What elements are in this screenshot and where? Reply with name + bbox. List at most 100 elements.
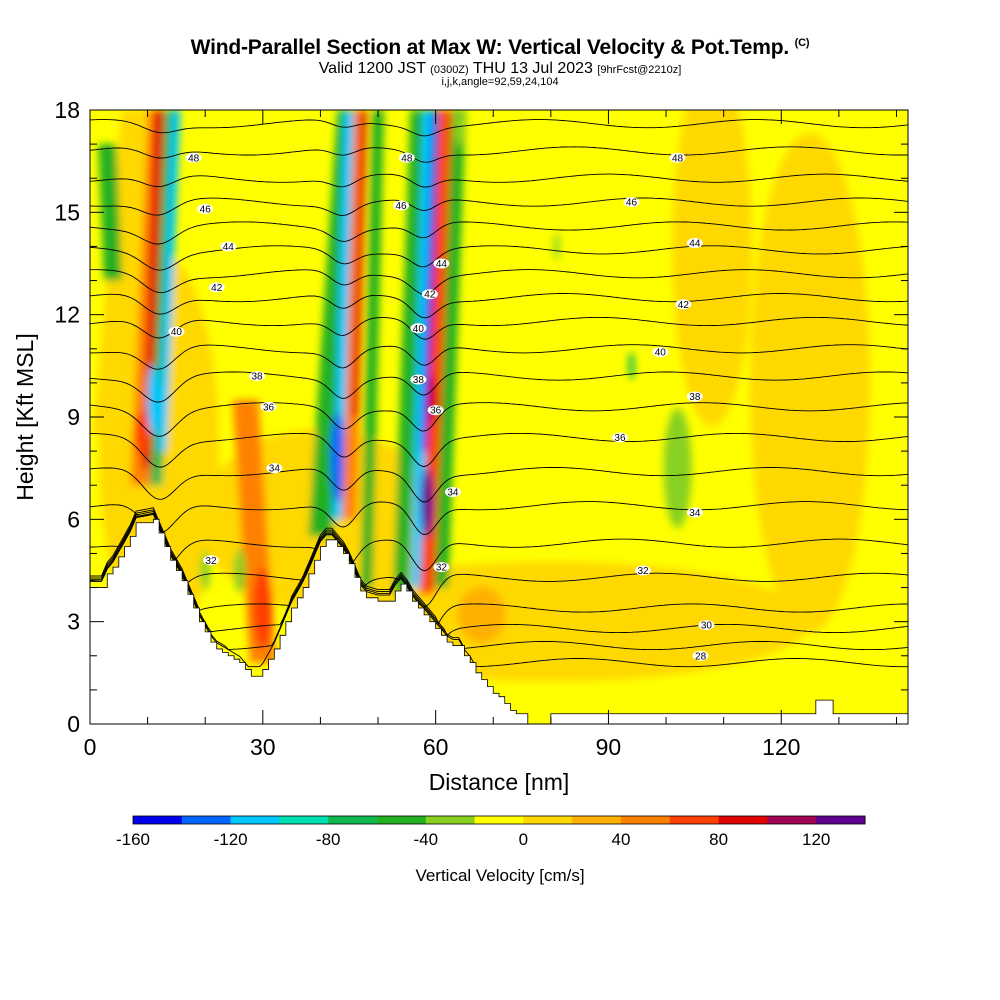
theta-contour [90, 344, 908, 370]
contour-label: 48 [672, 153, 684, 164]
contour-label-bg [185, 152, 202, 163]
theta-contours [90, 119, 908, 668]
theta-contour [90, 513, 908, 572]
blob-east-green [663, 408, 692, 529]
theta-contour [90, 221, 908, 245]
contour-label: 30 [701, 621, 713, 632]
colorbar-swatch [377, 816, 427, 824]
colorbar-tick-label: 40 [612, 830, 631, 849]
colorbar-tick-label: -120 [214, 830, 248, 849]
theta-contour [90, 269, 908, 295]
band-e-green [393, 110, 427, 595]
x-tick-label: 30 [250, 734, 276, 760]
theta-contour [90, 146, 908, 163]
contour-label: 44 [223, 242, 235, 253]
colorbar-swatch [328, 816, 378, 824]
y-tick-label: 6 [67, 506, 80, 532]
theta-contour [90, 432, 908, 468]
x-tick-label: 0 [84, 734, 97, 760]
contour-label: 34 [447, 488, 459, 499]
valid-date: THU 13 Jul 2023 [472, 60, 593, 77]
valid-zone: (0300Z) [430, 64, 469, 76]
y-tick-label: 0 [67, 711, 80, 737]
x-tick-label: 120 [762, 734, 800, 760]
contour-label: 40 [171, 327, 183, 338]
x-tick-label: 90 [596, 734, 622, 760]
blob-81-green [553, 232, 560, 261]
contour-label: 40 [413, 324, 425, 335]
contour-label: 38 [251, 372, 263, 383]
contour-label-bg [168, 326, 185, 337]
colorbar-tick-label: -40 [414, 830, 439, 849]
contour-label: 46 [396, 201, 408, 212]
y-tick-label: 3 [67, 609, 80, 635]
contour-label: 36 [263, 402, 275, 413]
theta-contour [90, 119, 908, 137]
colorbar-swatch [133, 816, 183, 824]
colorbar-swatch [572, 816, 622, 824]
band-e-blue [421, 110, 439, 452]
blob-e-red2 [427, 374, 438, 425]
contour-label: 32 [637, 566, 649, 577]
indices-label: i,j,k,angle=92,59,24,104 [441, 76, 559, 88]
theta-contour [90, 371, 908, 403]
contour-label-bg [266, 463, 283, 474]
contour-label-bg [260, 401, 277, 412]
colorbar-swatch [718, 816, 768, 824]
contour-label-bg [197, 203, 214, 214]
contour-label-bg [433, 562, 450, 573]
title-main: Wind-Parallel Section at Max W: Vertical… [190, 36, 790, 59]
theta-contour [90, 293, 908, 319]
colorbar-tick-label: 80 [709, 830, 728, 849]
contour-label: 36 [614, 433, 626, 444]
colorbar-swatch [181, 816, 232, 824]
band-w-green-top [98, 144, 123, 281]
y-tick-label: 9 [67, 404, 80, 430]
y-tick-label: 12 [54, 302, 80, 328]
tint-east [750, 132, 871, 633]
blob-94-green [628, 351, 635, 380]
band-w-red [142, 110, 165, 469]
title-suffix: (C) [794, 37, 810, 49]
colorbar-tick-label: 0 [519, 830, 528, 849]
contour-label-bg [444, 487, 461, 498]
contour-label: 34 [269, 464, 281, 475]
blob-e-green-top [453, 110, 464, 148]
blob-e-purple [420, 467, 433, 538]
contour-label-bg [249, 371, 266, 382]
terrain-mask [90, 518, 908, 724]
band-c-red [351, 110, 367, 417]
chart-subtitle: Valid 1200 JST (0300Z) THU 13 Jul 2023 [… [0, 60, 1000, 78]
contour-label: 28 [695, 651, 707, 662]
colorbar-tick-label: -160 [116, 830, 150, 849]
contour-label-bg [220, 241, 237, 252]
contour-label: 44 [436, 259, 448, 270]
colorbar-swatch [230, 816, 280, 824]
contour-label-bg [686, 238, 703, 249]
colorbar-swatch [621, 816, 671, 824]
contour-label-bg [611, 432, 628, 443]
contour-label-bg [675, 299, 692, 310]
theta-contour [90, 509, 908, 637]
colorbar-label: Vertical Velocity [cm/s] [415, 866, 584, 885]
tint-east2 [672, 110, 753, 427]
contour-label-bg [410, 374, 427, 385]
blob-w-red-low [133, 412, 150, 457]
contour-label: 42 [424, 290, 436, 301]
contour-label: 48 [188, 153, 200, 164]
velocity-field [90, 110, 908, 724]
y-tick-label: 18 [54, 97, 80, 123]
blob-26-green [233, 548, 246, 593]
theta-contour [90, 467, 908, 503]
blob-c-blue [330, 412, 345, 503]
contour-label: 36 [430, 406, 442, 417]
contour-label-bg [202, 555, 219, 566]
contour-label-bg [652, 347, 669, 358]
theta-contour [90, 507, 908, 625]
contour-label: 46 [200, 204, 212, 215]
contour-label-bg [208, 282, 225, 293]
contour-label-bg [421, 289, 438, 300]
contour-label-bg [410, 323, 427, 334]
terrain [90, 518, 908, 724]
valid-prefix: Valid 1200 JST [318, 60, 426, 77]
